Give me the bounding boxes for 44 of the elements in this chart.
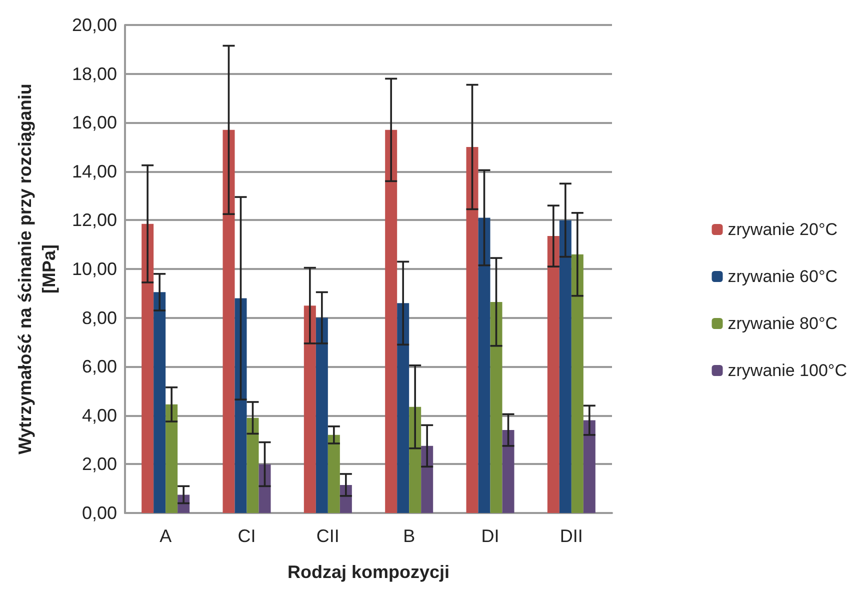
- bar: [142, 224, 154, 513]
- y-tick-label: 6,00: [82, 356, 117, 377]
- y-axis-title: Wytrzymałość na ścinanie przy rozciąganiu [MPa]: [15, 84, 60, 454]
- bar: [490, 302, 502, 513]
- bar: [316, 318, 328, 513]
- x-tick-label: B: [403, 526, 416, 546]
- bar: [466, 147, 478, 513]
- y-tick-label: 10,00: [72, 259, 117, 279]
- x-tick-label: CII: [316, 526, 340, 546]
- bar: [559, 220, 572, 513]
- bar: [421, 446, 434, 513]
- legend-label: zrywanie 100°C: [728, 361, 848, 380]
- legend-label: zrywanie 80°C: [728, 314, 838, 333]
- bar: [385, 130, 398, 513]
- x-axis-title: Rodzaj kompozycji: [287, 562, 450, 582]
- y-tick-label: 12,00: [72, 210, 117, 230]
- bar: [222, 130, 235, 513]
- bar: [397, 303, 410, 513]
- y-tick-label: 4,00: [82, 405, 117, 426]
- y-tick-label: 0,00: [82, 503, 117, 523]
- bar: [547, 236, 560, 513]
- y-tick-label: 2,00: [82, 454, 117, 474]
- x-tick-label: CI: [238, 526, 256, 546]
- x-tick-label: A: [160, 526, 172, 546]
- bar: [478, 218, 490, 513]
- y-tick-label: 8,00: [82, 308, 117, 328]
- bar: [246, 418, 259, 513]
- bar: [304, 306, 316, 513]
- bar: [409, 406, 422, 513]
- bar: [154, 292, 166, 513]
- y-tick-label: 18,00: [72, 64, 117, 84]
- legend-label: zrywanie 60°C: [728, 267, 838, 286]
- bar: [583, 420, 596, 513]
- x-tick-label: DII: [560, 526, 583, 546]
- bar: [571, 254, 584, 513]
- bar: [166, 404, 178, 513]
- bar: [328, 434, 340, 513]
- legend-label: zrywanie 20°C: [728, 220, 838, 239]
- bar: [502, 430, 514, 513]
- bar: [234, 298, 247, 513]
- y-tick-label: 16,00: [72, 112, 117, 133]
- x-tick-label: DI: [481, 526, 500, 546]
- y-tick-label: 20,00: [72, 15, 117, 35]
- y-tick-label: 14,00: [72, 161, 117, 182]
